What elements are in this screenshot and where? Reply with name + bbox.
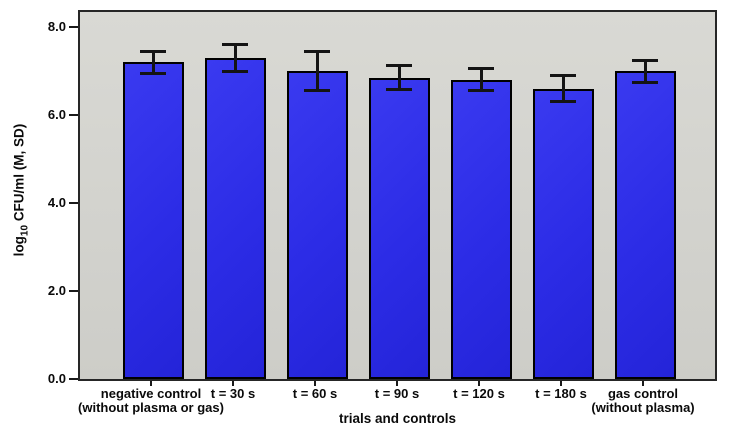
x-tick-label-0: negative control (without plasma or gas) (78, 387, 224, 415)
x-tick-mark-2 (314, 381, 316, 386)
x-tick-label-line1: t = 60 s (292, 386, 338, 401)
x-tick-label-3: t = 90 s (375, 387, 419, 401)
error-bar-5 (561, 75, 565, 102)
error-cap-top-3 (386, 64, 412, 68)
x-tick-label-line1: t = 120 s (453, 386, 505, 401)
x-tick-label-line1: negative control (100, 386, 202, 401)
error-cap-top-4 (468, 67, 494, 71)
x-axis-title: trials and controls (338, 411, 457, 426)
bar-4 (450, 79, 512, 379)
y-axis-title-subscript: 10 (19, 224, 31, 237)
x-tick-label-line1: t = 180 s (535, 386, 587, 401)
y-tick-mark-0.0 (69, 378, 78, 380)
y-tick-mark-4.0 (69, 202, 78, 204)
y-tick-label-8.0: 8.0 (47, 19, 66, 34)
x-tick-label-4: t = 120 s (453, 387, 505, 401)
error-bar-4 (479, 68, 483, 91)
x-tick-label-2: t = 60 s (293, 387, 337, 401)
error-cap-top-6 (632, 58, 658, 62)
error-cap-bottom-6 (632, 80, 658, 84)
bar-1 (204, 57, 266, 379)
error-bar-6 (643, 60, 647, 82)
error-cap-bottom-3 (386, 87, 412, 91)
plot-area (78, 10, 717, 381)
x-tick-label-1: t = 30 s (211, 387, 255, 401)
error-cap-top-1 (222, 43, 248, 47)
y-tick-label-4.0: 4.0 (47, 195, 66, 210)
bar-0 (122, 62, 184, 379)
error-cap-bottom-5 (550, 100, 576, 104)
bar-6 (614, 71, 676, 379)
y-axis-title-prefix: log (11, 236, 27, 257)
x-tick-label-line2: (without plasma) (591, 400, 695, 415)
x-tick-label-line1: gas control (607, 386, 679, 401)
x-tick-label-line1: t = 30 s (210, 386, 256, 401)
bar-2 (286, 71, 348, 379)
y-tick-label-2.0: 2.0 (47, 283, 66, 298)
y-axis-title: log10 CFU/ml (M, SD) (12, 124, 31, 257)
x-tick-mark-3 (396, 381, 398, 386)
x-tick-mark-1 (232, 381, 234, 386)
error-bar-1 (233, 44, 237, 71)
bar-5 (532, 88, 594, 379)
y-tick-label-6.0: 6.0 (47, 107, 66, 122)
error-cap-bottom-1 (222, 69, 248, 73)
y-tick-mark-8.0 (69, 26, 78, 28)
x-tick-mark-5 (560, 381, 562, 386)
error-cap-top-5 (550, 73, 576, 77)
error-cap-top-0 (140, 49, 166, 53)
y-axis-title-suffix: CFU/ml (M, SD) (11, 123, 27, 225)
error-cap-bottom-4 (468, 89, 494, 93)
error-cap-bottom-0 (140, 71, 166, 75)
bar-3 (368, 77, 430, 379)
y-tick-mark-2.0 (69, 290, 78, 292)
error-bar-0 (151, 51, 155, 74)
x-tick-label-line1: t = 90 s (374, 386, 420, 401)
x-tick-mark-0 (150, 381, 152, 386)
y-tick-mark-6.0 (69, 114, 78, 116)
error-bar-2 (315, 51, 319, 91)
y-tick-label-0.0: 0.0 (47, 371, 66, 386)
x-tick-label-6: gas control (without plasma) (591, 387, 694, 415)
error-cap-bottom-2 (304, 89, 330, 93)
x-tick-mark-4 (478, 381, 480, 386)
error-cap-top-2 (304, 49, 330, 53)
error-bar-3 (397, 65, 401, 90)
x-tick-label-5: t = 180 s (535, 387, 587, 401)
x-tick-mark-6 (642, 381, 644, 386)
x-tick-label-line2: (without plasma or gas) (78, 400, 224, 415)
